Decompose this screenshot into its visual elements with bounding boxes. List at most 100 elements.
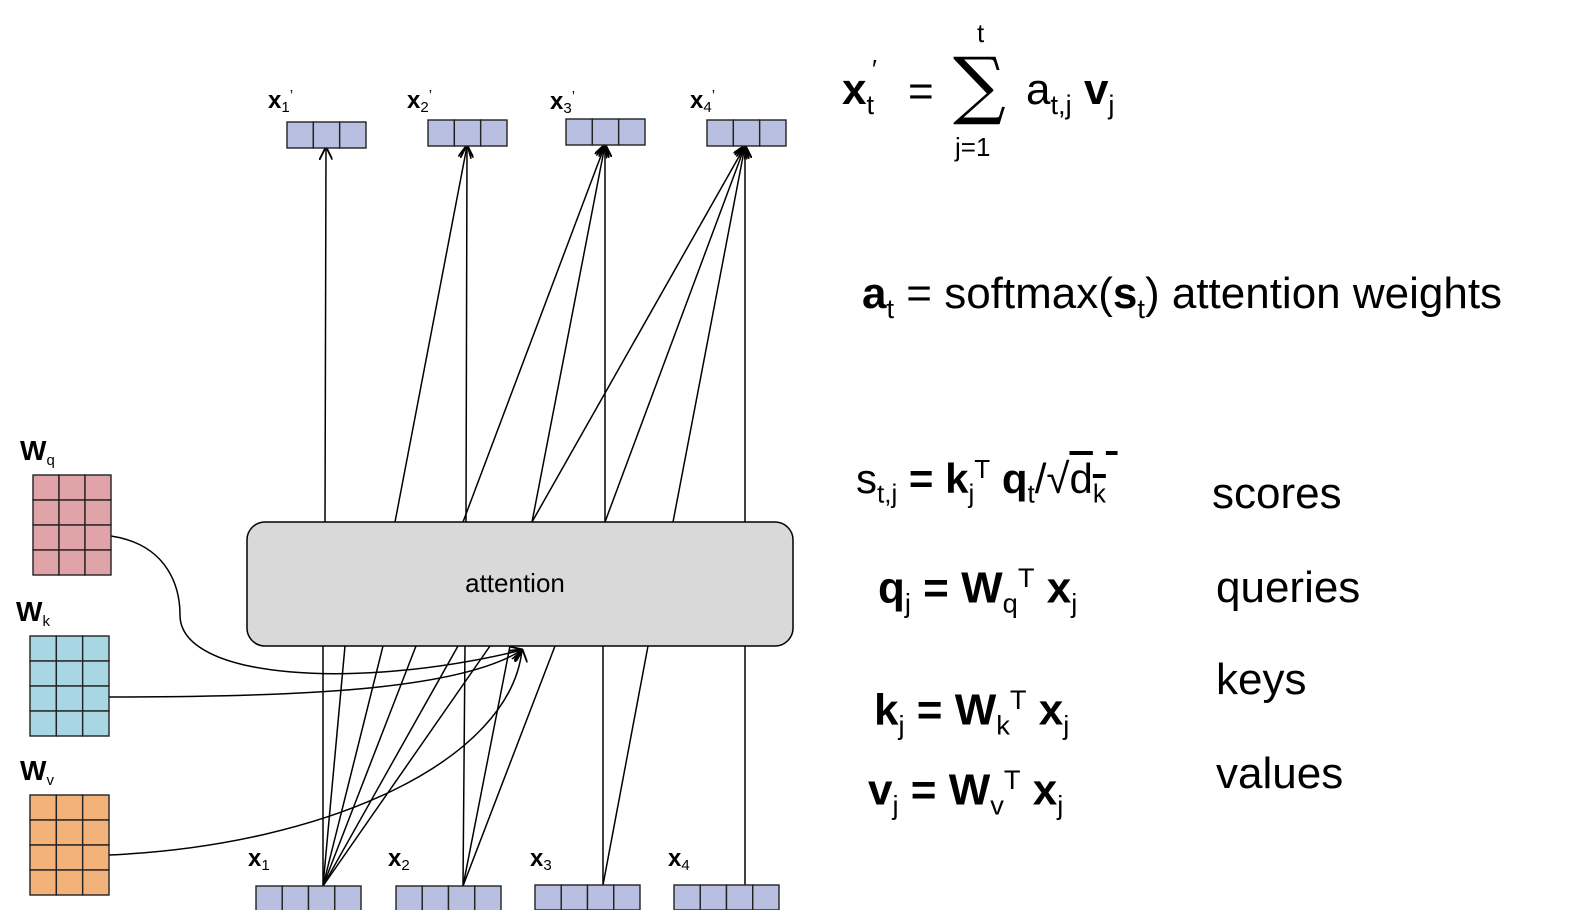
vector-cell [427, 119, 456, 147]
matrix-cell [81, 685, 110, 712]
matrix-cell [29, 635, 58, 662]
connection-line [602, 645, 649, 886]
values-equation: vj = WvT xj [868, 764, 1064, 821]
matrix-cell [29, 710, 58, 737]
input-vector-1 [255, 885, 362, 910]
matrix-cell [29, 660, 58, 687]
vector-cell [565, 118, 594, 146]
matrix-cell [55, 685, 84, 712]
input-labels: x1 x2 x3 x4 [248, 845, 690, 874]
weight-connection [110, 535, 522, 675]
matrix-cell [29, 794, 58, 821]
matrix-cell [81, 869, 110, 896]
output-eq-rhs: at,j vj [1026, 65, 1115, 120]
matrix-cell [58, 549, 86, 576]
matrix-cell [81, 660, 110, 687]
vector-cell [307, 885, 336, 910]
queries-label: queries [1216, 563, 1361, 612]
input-vectors [255, 884, 780, 910]
matrix-cell [81, 819, 110, 846]
matrix-cell [29, 819, 58, 846]
input-label-4: x4 [668, 845, 690, 874]
connection-line [672, 146, 745, 523]
keys-label: keys [1216, 655, 1307, 704]
matrix-cell [29, 844, 58, 871]
weight-label-q: Wq [20, 435, 55, 469]
matrix-cell [29, 869, 58, 896]
matrix-cell [32, 499, 60, 526]
connection-line [604, 146, 745, 523]
values-label: values [1216, 749, 1344, 798]
matrix-cell [84, 549, 112, 576]
vector-cell [312, 121, 341, 149]
sum-lower-limit: j=1 [955, 132, 991, 162]
weight-labels: Wq Wk Wv [16, 435, 55, 789]
matrix-cell [81, 794, 110, 821]
weight-label-k: Wk [16, 596, 50, 630]
vector-cell [758, 119, 787, 147]
matrix-cell [58, 499, 86, 526]
queries-equation: qj = WqT xj [878, 562, 1078, 619]
output-eq-equals: = [908, 67, 934, 116]
sum-upper-limit: t [977, 18, 985, 48]
matrix-cell [84, 524, 112, 551]
vector-cell [281, 885, 310, 910]
weight-matrices [29, 474, 112, 896]
output-vectors [286, 118, 787, 149]
output-label-3: x3’ [550, 88, 575, 117]
weight-matrix-q [32, 474, 112, 576]
output-labels: x1’ x2’ x3’ x4’ [268, 87, 715, 117]
vector-cell [453, 119, 482, 147]
keys-equation: kj = WkT xj [874, 684, 1070, 741]
matrix-cell [55, 635, 84, 662]
input-vector-4 [673, 884, 780, 910]
vector-cell [560, 884, 589, 910]
vector-cell [752, 884, 780, 910]
connection-line [322, 645, 346, 887]
vector-cell [286, 121, 315, 149]
output-label-4: x4’ [690, 87, 715, 116]
output-eq-lhs: xt [842, 65, 875, 120]
matrix-cell [55, 844, 84, 871]
connection-line [325, 148, 326, 523]
output-label-1: x1’ [268, 87, 293, 116]
connection-line [462, 145, 605, 523]
vector-cell [395, 885, 423, 910]
vector-cell [591, 118, 620, 146]
weight-matrix-v [29, 794, 110, 896]
vector-cell [586, 884, 615, 910]
connection-line [462, 645, 466, 887]
matrix-cell [55, 794, 84, 821]
output-eq-prime: ′ [872, 54, 877, 84]
matrix-cell [55, 869, 84, 896]
input-label-1: x1 [248, 845, 270, 874]
input-vector-2 [395, 885, 502, 910]
vector-cell [617, 118, 646, 146]
output-vector-2 [427, 119, 508, 147]
vector-cell [613, 884, 641, 910]
vector-cell [479, 119, 508, 147]
vector-cell [255, 885, 283, 910]
matrix-cell [81, 635, 110, 662]
weight-label-v: Wv [20, 755, 54, 789]
vector-cell [474, 885, 502, 910]
matrix-cell [29, 685, 58, 712]
weight-connection [108, 650, 522, 856]
matrix-cell [32, 524, 60, 551]
scores-equation: st,j = kjT qt/√dk [856, 454, 1106, 509]
matrix-cell [55, 710, 84, 737]
connection-line [531, 146, 745, 523]
connection-lines [108, 145, 745, 887]
matrix-cell [32, 474, 60, 501]
output-vector-4 [706, 119, 787, 147]
sum-symbol: ∑ [953, 42, 1006, 128]
vector-cell [338, 121, 367, 149]
matrix-cell [58, 524, 86, 551]
matrix-cell [55, 819, 84, 846]
matrix-cell [81, 710, 110, 737]
vector-cell [725, 884, 754, 910]
vector-cell [699, 884, 728, 910]
attention-box [246, 521, 794, 647]
matrix-cell [55, 660, 84, 687]
